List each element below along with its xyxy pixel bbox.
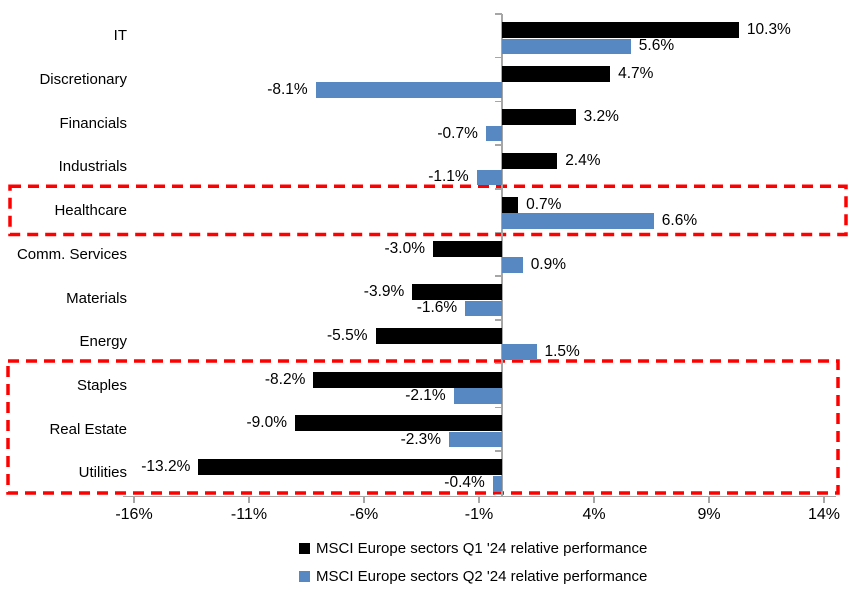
value-label: -13.2% [141,458,191,475]
q1-bar [502,109,576,126]
q2-bar [465,300,502,317]
value-label: 1.5% [544,343,580,361]
value-label: 10.3% [746,21,791,38]
highlight-box [8,184,848,237]
value-label: -2.3% [400,430,442,448]
value-label: 2.4% [565,152,601,170]
category-label: Materials [66,289,127,307]
category-label: Energy [79,333,127,351]
y-axis-tick [495,13,502,15]
value-label: -2.1% [405,386,446,404]
q1-bar [433,240,502,257]
value-label: -8.2% [264,370,306,388]
q2-bar [449,431,502,448]
x-axis-tick [363,495,365,503]
category-label: Healthcare [54,202,127,220]
q2-bar [502,38,631,54]
x-tick-label: -11% [230,506,268,523]
q1-bar [502,153,558,170]
value-label: 0.9% [530,255,567,273]
value-label: -1.6% [416,299,458,317]
value-label: -8.1% [267,80,308,98]
x-axis-tick [478,495,480,503]
q1-bar [375,327,502,344]
q2-bar [476,169,502,186]
q2-bar [502,213,654,229]
x-tick-label: -1% [464,506,494,523]
legend-swatch-q1 [299,543,310,554]
y-axis-tick [495,319,502,321]
q2-bar [492,475,502,491]
y-axis-tick [495,188,502,190]
value-label: -3.9% [363,283,405,301]
y-axis-tick [495,450,502,452]
q2-bar [315,82,502,98]
category-label: Discretionary [39,71,127,89]
y-axis-tick [495,275,502,277]
value-label: -3.0% [384,239,426,257]
x-tick-label: 14% [807,506,841,523]
category-label: IT [113,27,127,45]
value-label: 3.2% [583,108,619,126]
x-tick-label: 4% [582,506,606,523]
q1-bar [502,65,611,82]
category-label: Staples [76,376,127,394]
legend-item-q1: MSCI Europe sectors Q1 '24 relative perf… [299,540,647,557]
y-axis-tick [495,406,502,409]
q1-bar [198,459,502,475]
legend-label-q1: MSCI Europe sectors Q1 '24 relative perf… [316,540,648,557]
value-label: -1.1% [428,168,469,186]
y-axis-tick [495,231,502,234]
y-axis-tick [495,100,502,103]
value-label: 6.6% [661,212,698,230]
category-label: Financials [59,114,127,132]
value-label: 5.6% [638,37,675,55]
legend-item-q2: MSCI Europe sectors Q2 '24 relative perf… [299,568,647,585]
value-label: 0.7% [526,195,562,213]
x-axis-tick [248,495,250,503]
q1-bar [295,415,502,432]
q1-bar [502,196,519,213]
y-axis-tick [495,144,502,146]
value-label: -9.0% [246,414,288,432]
value-label: -0.7% [437,124,478,142]
y-axis-tick [495,362,502,365]
category-label: Real Estate [49,420,127,438]
y-axis-tick [495,56,502,59]
x-axis-tick [708,495,710,503]
category-label: Comm. Services [16,245,127,263]
legend: MSCI Europe sectors Q1 '24 relative perf… [299,540,647,585]
x-tick-label: -16% [115,506,153,523]
x-axis-tick [823,495,825,503]
legend-swatch-q2 [299,571,310,582]
q2-bar [453,388,502,404]
category-label: Industrials [58,158,127,176]
y-axis-tick [495,493,502,496]
legend-label-q2: MSCI Europe sectors Q2 '24 relative perf… [316,568,648,585]
q2-bar [485,125,502,142]
value-label: 4.7% [618,64,654,82]
value-label: -0.4% [444,474,485,492]
q2-bar [502,344,537,360]
category-label: Utilities [78,464,127,482]
q1-bar [313,371,502,388]
q2-bar [502,257,523,273]
x-axis-tick [133,495,135,503]
x-tick-label: -6% [349,506,379,523]
q1-bar [502,22,739,38]
value-label: -5.5% [327,326,368,344]
x-tick-label: 9% [697,506,721,523]
q1-bar [412,284,502,301]
x-axis-tick [593,495,595,503]
